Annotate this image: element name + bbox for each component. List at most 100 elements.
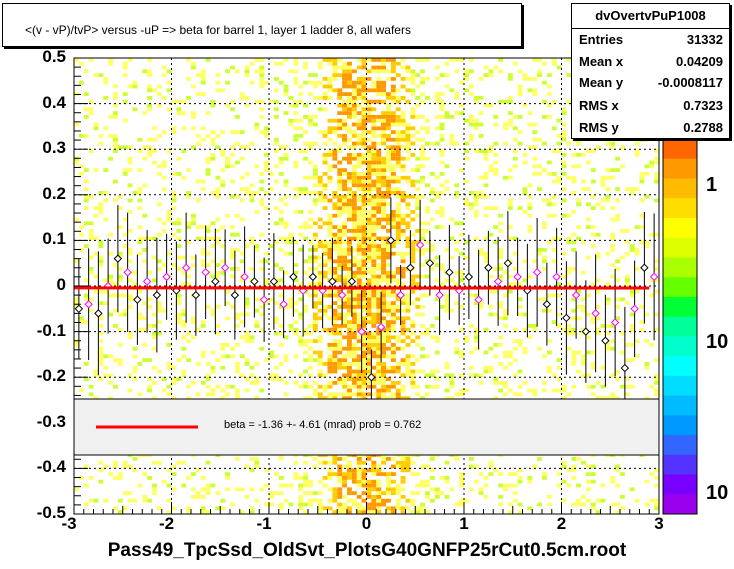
heatmap-cell <box>405 457 411 461</box>
heatmap-cell <box>239 96 245 100</box>
heatmap-cell <box>429 217 435 222</box>
heatmap-cell <box>152 460 157 465</box>
heatmap-cell <box>356 381 362 385</box>
heatmap-cell <box>366 381 372 385</box>
stat-label: RMS y <box>579 120 619 135</box>
heatmap-cell <box>590 464 596 469</box>
heatmap-cell <box>366 137 372 142</box>
heatmap-cell <box>400 229 406 233</box>
heatmap-cell <box>546 365 552 370</box>
heatmap-cell <box>122 293 128 298</box>
heatmap-cell <box>127 248 133 252</box>
heatmap-cell <box>317 384 323 389</box>
heatmap-cell <box>171 377 177 381</box>
heatmap-cell <box>464 339 469 343</box>
heatmap-cell <box>610 141 616 146</box>
heatmap-cell <box>176 221 182 226</box>
heatmap-cell <box>127 305 133 309</box>
heatmap-cell <box>386 377 391 381</box>
heatmap-cell <box>381 255 386 260</box>
heatmap-cell <box>571 468 577 473</box>
heatmap-cell <box>351 172 357 176</box>
heatmap-cell <box>405 305 411 309</box>
heatmap-cell <box>351 358 357 362</box>
heatmap-cell <box>186 221 191 226</box>
heatmap-cell <box>600 175 606 180</box>
heatmap-cell <box>400 460 406 465</box>
heatmap-cell <box>395 460 401 465</box>
heatmap-cell <box>454 301 460 305</box>
heatmap-cell <box>108 61 113 66</box>
heatmap-cell <box>303 510 308 514</box>
heatmap-cell <box>483 213 489 218</box>
heatmap-cell <box>444 305 450 309</box>
heatmap-cell <box>381 111 386 115</box>
heatmap-cell <box>298 297 304 302</box>
heatmap-cell <box>371 354 377 359</box>
heatmap-cell <box>493 312 499 317</box>
heatmap-cell <box>273 164 279 169</box>
heatmap-cell <box>147 84 152 89</box>
heatmap-cell <box>649 160 655 165</box>
heatmap-cell <box>103 191 109 195</box>
heatmap-cell <box>400 164 406 169</box>
heatmap-cell <box>317 282 323 286</box>
heatmap-cell <box>191 213 196 218</box>
heatmap-cell <box>220 354 226 359</box>
profile-point-magenta <box>571 290 581 300</box>
heatmap-cell <box>444 115 450 119</box>
heatmap-cell <box>381 491 386 495</box>
heatmap-cell <box>537 457 542 461</box>
heatmap-cell <box>590 506 596 511</box>
heatmap-cell <box>454 350 460 355</box>
heatmap-cell <box>283 483 289 488</box>
heatmap-cell <box>566 99 572 104</box>
heatmap-cell <box>254 58 260 62</box>
heatmap-cell <box>371 373 377 378</box>
heatmap-cell <box>488 149 494 153</box>
heatmap-cell <box>88 392 94 397</box>
heatmap-cell <box>361 472 367 476</box>
heatmap-cell <box>303 103 308 108</box>
heatmap-cell <box>332 213 338 218</box>
heatmap-cell <box>473 122 479 127</box>
heatmap-cell <box>181 324 187 328</box>
heatmap-cell <box>332 457 338 461</box>
heatmap-cell <box>215 491 221 495</box>
heatmap-cell <box>356 510 362 514</box>
heatmap-cell <box>498 381 503 385</box>
heatmap-cell <box>317 130 323 134</box>
heatmap-cell <box>595 232 601 237</box>
heatmap-cell <box>390 221 396 226</box>
heatmap-cell <box>78 134 84 138</box>
heatmap-cell <box>595 381 601 385</box>
heatmap-cell <box>351 213 357 218</box>
heatmap-cell <box>366 301 372 305</box>
heatmap-cell <box>98 263 104 267</box>
heatmap-cell <box>425 331 430 336</box>
heatmap-cell <box>351 308 357 313</box>
heatmap-cell <box>381 58 386 62</box>
heatmap-cell <box>337 232 343 237</box>
heatmap-cell <box>527 476 533 480</box>
heatmap-cell <box>483 327 489 332</box>
heatmap-cell <box>439 115 445 119</box>
heatmap-cell <box>381 130 386 134</box>
heatmap-cell <box>225 69 230 74</box>
heatmap-cell <box>122 118 128 123</box>
heatmap-cell <box>390 343 396 347</box>
heatmap-cell <box>327 137 333 142</box>
heatmap-cell <box>239 373 245 378</box>
heatmap-cell <box>376 297 382 302</box>
heatmap-cell <box>161 377 167 381</box>
heatmap-cell <box>293 301 299 305</box>
heatmap-cell <box>634 141 640 146</box>
heatmap-cell <box>205 172 211 176</box>
heatmap-cell <box>156 369 162 374</box>
heatmap-cell <box>161 229 167 233</box>
heatmap-cell <box>420 153 425 157</box>
heatmap-cell <box>400 479 406 484</box>
heatmap-cell <box>351 198 357 203</box>
heatmap-cell <box>381 365 386 370</box>
heatmap-cell <box>371 172 377 176</box>
